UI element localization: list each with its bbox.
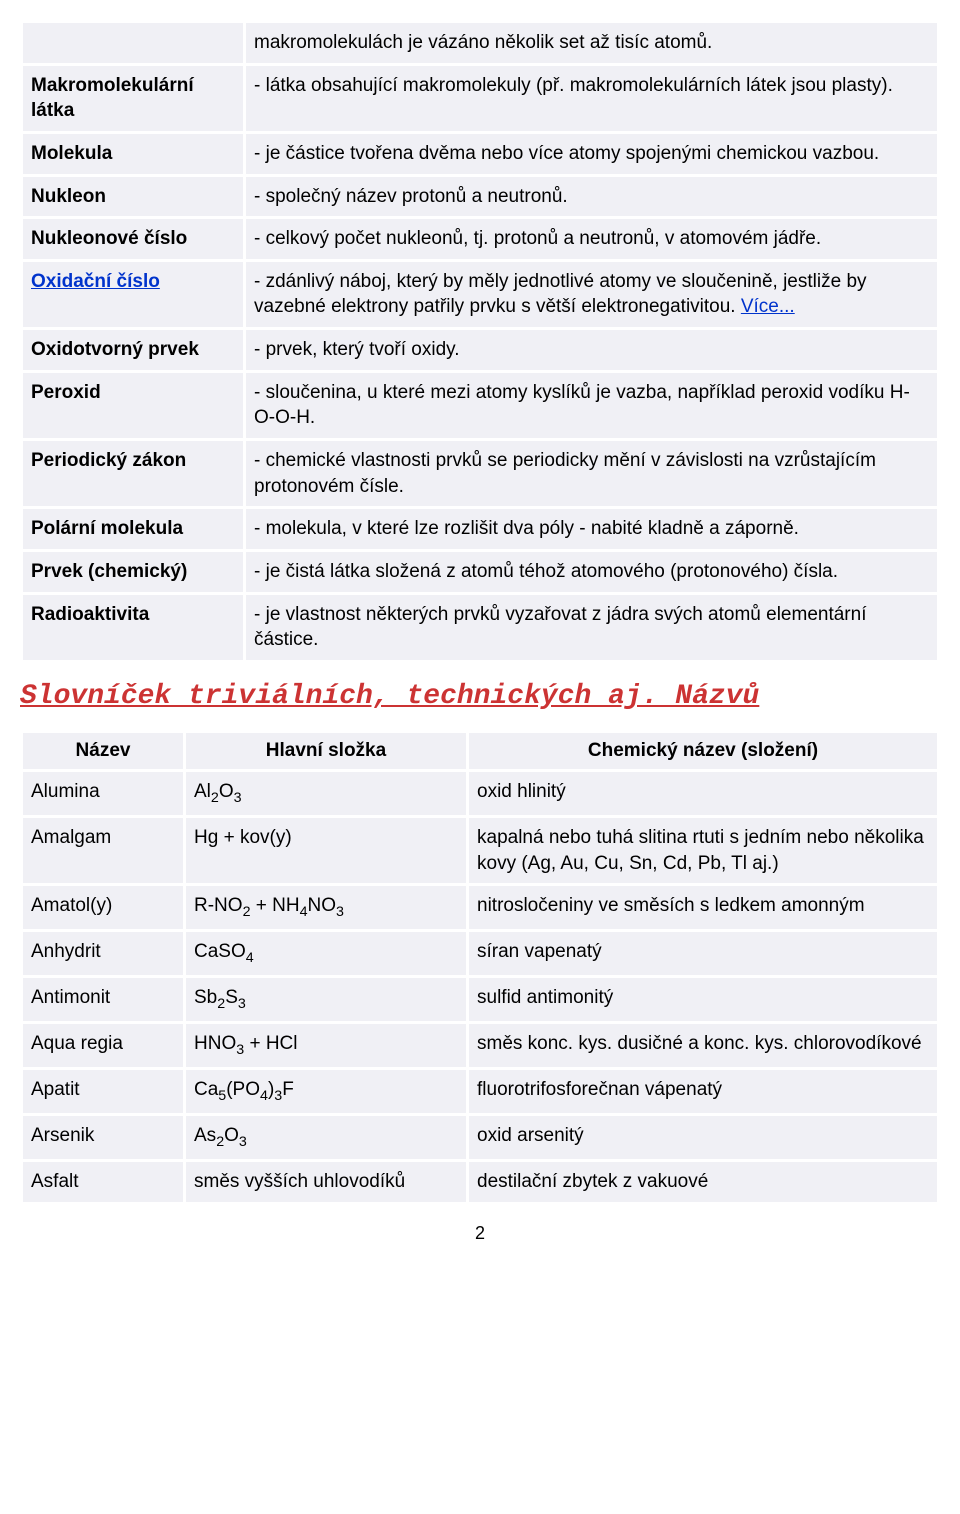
table-row: Oxidační číslo - zdánlivý náboj, který by… xyxy=(23,262,937,327)
table-row: Aqua regiaHNO3 + HClsměs konc. kys. dusi… xyxy=(23,1024,937,1067)
table-row: ArsenikAs2O3oxid arsenitý xyxy=(23,1116,937,1159)
col-nazev: Název xyxy=(23,733,183,769)
definitions-table: makromolekulách je vázáno několik set až… xyxy=(20,20,940,663)
chemname-cell: destilační zbytek z vakuové xyxy=(469,1162,937,1202)
table-row: AnhydritCaSO4síran vapenatý xyxy=(23,932,937,975)
table-row: makromolekulách je vázáno několik set až… xyxy=(23,23,937,63)
formula-cell: Sb2S3 xyxy=(186,978,466,1021)
table-row: ApatitCa5(PO4)3Ffluorotrifosforečnan váp… xyxy=(23,1070,937,1113)
col-hlavni-slozka: Hlavní složka xyxy=(186,733,466,769)
chemname-cell: sulfid antimonitý xyxy=(469,978,937,1021)
formula-cell: směs vyšších uhlovodíků xyxy=(186,1162,466,1202)
formula-cell: Al2O3 xyxy=(186,772,466,815)
table-row: AntimonitSb2S3sulfid antimonitý xyxy=(23,978,937,1021)
definition-cell: - společný název protonů a neutronů. xyxy=(246,177,937,217)
formula-cell: CaSO4 xyxy=(186,932,466,975)
chemname-cell: fluorotrifosforečnan vápenatý xyxy=(469,1070,937,1113)
table-row: Amatol(y)R-NO2 + NH4NO3nitrosločeniny ve… xyxy=(23,886,937,929)
table-row: Polární molekula- molekula, v které lze … xyxy=(23,509,937,549)
definition-cell: - je částice tvořena dvěma nebo více ato… xyxy=(246,134,937,174)
more-link[interactable]: Více... xyxy=(741,296,795,317)
term-cell: Peroxid xyxy=(23,373,243,438)
term-cell: Polární molekula xyxy=(23,509,243,549)
name-cell: Amatol(y) xyxy=(23,886,183,929)
name-cell: Apatit xyxy=(23,1070,183,1113)
name-cell: Antimonit xyxy=(23,978,183,1021)
section-heading: Slovníček triviálních, technických aj. N… xyxy=(20,681,940,712)
table-row: Peroxid- sloučenina, u které mezi atomy … xyxy=(23,373,937,438)
table-row: Radioaktivita- je vlastnost některých pr… xyxy=(23,595,937,660)
chemname-cell: nitrosločeniny ve směsích s ledkem amonn… xyxy=(469,886,937,929)
chemname-cell: kapalná nebo tuhá slitina rtuti s jedním… xyxy=(469,818,937,883)
definition-cell: - je vlastnost některých prvků vyzařovat… xyxy=(246,595,937,660)
table-row: Nukleonové číslo- celkový počet nukleonů… xyxy=(23,219,937,259)
page-number: 2 xyxy=(20,1223,940,1244)
col-chemicky-nazev: Chemický název (složení) xyxy=(469,733,937,769)
table-row: AluminaAl2O3oxid hlinitý xyxy=(23,772,937,815)
term-cell: Radioaktivita xyxy=(23,595,243,660)
definition-cell: - molekula, v které lze rozlišit dva pól… xyxy=(246,509,937,549)
term-cell: Molekula xyxy=(23,134,243,174)
name-cell: Aqua regia xyxy=(23,1024,183,1067)
formula-cell: Hg + kov(y) xyxy=(186,818,466,883)
definition-cell: - chemické vlastnosti prvků se periodick… xyxy=(246,441,937,506)
chemname-cell: oxid arsenitý xyxy=(469,1116,937,1159)
chemname-cell: síran vapenatý xyxy=(469,932,937,975)
term-link[interactable]: Oxidační číslo xyxy=(31,271,160,292)
table-row: Prvek (chemický)- je čistá látka složená… xyxy=(23,552,937,592)
name-cell: Alumina xyxy=(23,772,183,815)
term-cell: Periodický zákon xyxy=(23,441,243,506)
definition-cell: - látka obsahující makromolekuly (př. ma… xyxy=(246,66,937,131)
table-row: Periodický zákon- chemické vlastnosti pr… xyxy=(23,441,937,506)
chemname-cell: směs konc. kys. dusičné a konc. kys. chl… xyxy=(469,1024,937,1067)
chemname-cell: oxid hlinitý xyxy=(469,772,937,815)
term-cell: Nukleon xyxy=(23,177,243,217)
name-cell: Anhydrit xyxy=(23,932,183,975)
name-cell: Asfalt xyxy=(23,1162,183,1202)
term-cell: Oxidační číslo xyxy=(23,262,243,327)
term-cell: Prvek (chemický) xyxy=(23,552,243,592)
term-cell xyxy=(23,23,243,63)
formula-cell: Ca5(PO4)3F xyxy=(186,1070,466,1113)
table-row: Nukleon- společný název protonů a neutro… xyxy=(23,177,937,217)
definition-cell: - celkový počet nukleonů, tj. protonů a … xyxy=(246,219,937,259)
table-row: Makromolekulární látka- látka obsahující… xyxy=(23,66,937,131)
formula-cell: R-NO2 + NH4NO3 xyxy=(186,886,466,929)
name-cell: Arsenik xyxy=(23,1116,183,1159)
term-cell: Nukleonové číslo xyxy=(23,219,243,259)
definition-cell: - je čistá látka složená z atomů téhož a… xyxy=(246,552,937,592)
table-row: Molekula- je částice tvořena dvěma nebo … xyxy=(23,134,937,174)
table-row: Asfaltsměs vyšších uhlovodíkůdestilační … xyxy=(23,1162,937,1202)
definition-cell: - sloučenina, u které mezi atomy kyslíků… xyxy=(246,373,937,438)
term-cell: Oxidotvorný prvek xyxy=(23,330,243,370)
name-cell: Amalgam xyxy=(23,818,183,883)
trivial-names-table: Název Hlavní složka Chemický název (slož… xyxy=(20,730,940,1205)
table-row: Oxidotvorný prvek- prvek, který tvoří ox… xyxy=(23,330,937,370)
definition-cell: makromolekulách je vázáno několik set až… xyxy=(246,23,937,63)
definition-cell: - prvek, který tvoří oxidy. xyxy=(246,330,937,370)
table-row: AmalgamHg + kov(y)kapalná nebo tuhá slit… xyxy=(23,818,937,883)
formula-cell: As2O3 xyxy=(186,1116,466,1159)
term-cell: Makromolekulární látka xyxy=(23,66,243,131)
formula-cell: HNO3 + HCl xyxy=(186,1024,466,1067)
definition-cell: - zdánlivý náboj, který by měly jednotli… xyxy=(246,262,937,327)
